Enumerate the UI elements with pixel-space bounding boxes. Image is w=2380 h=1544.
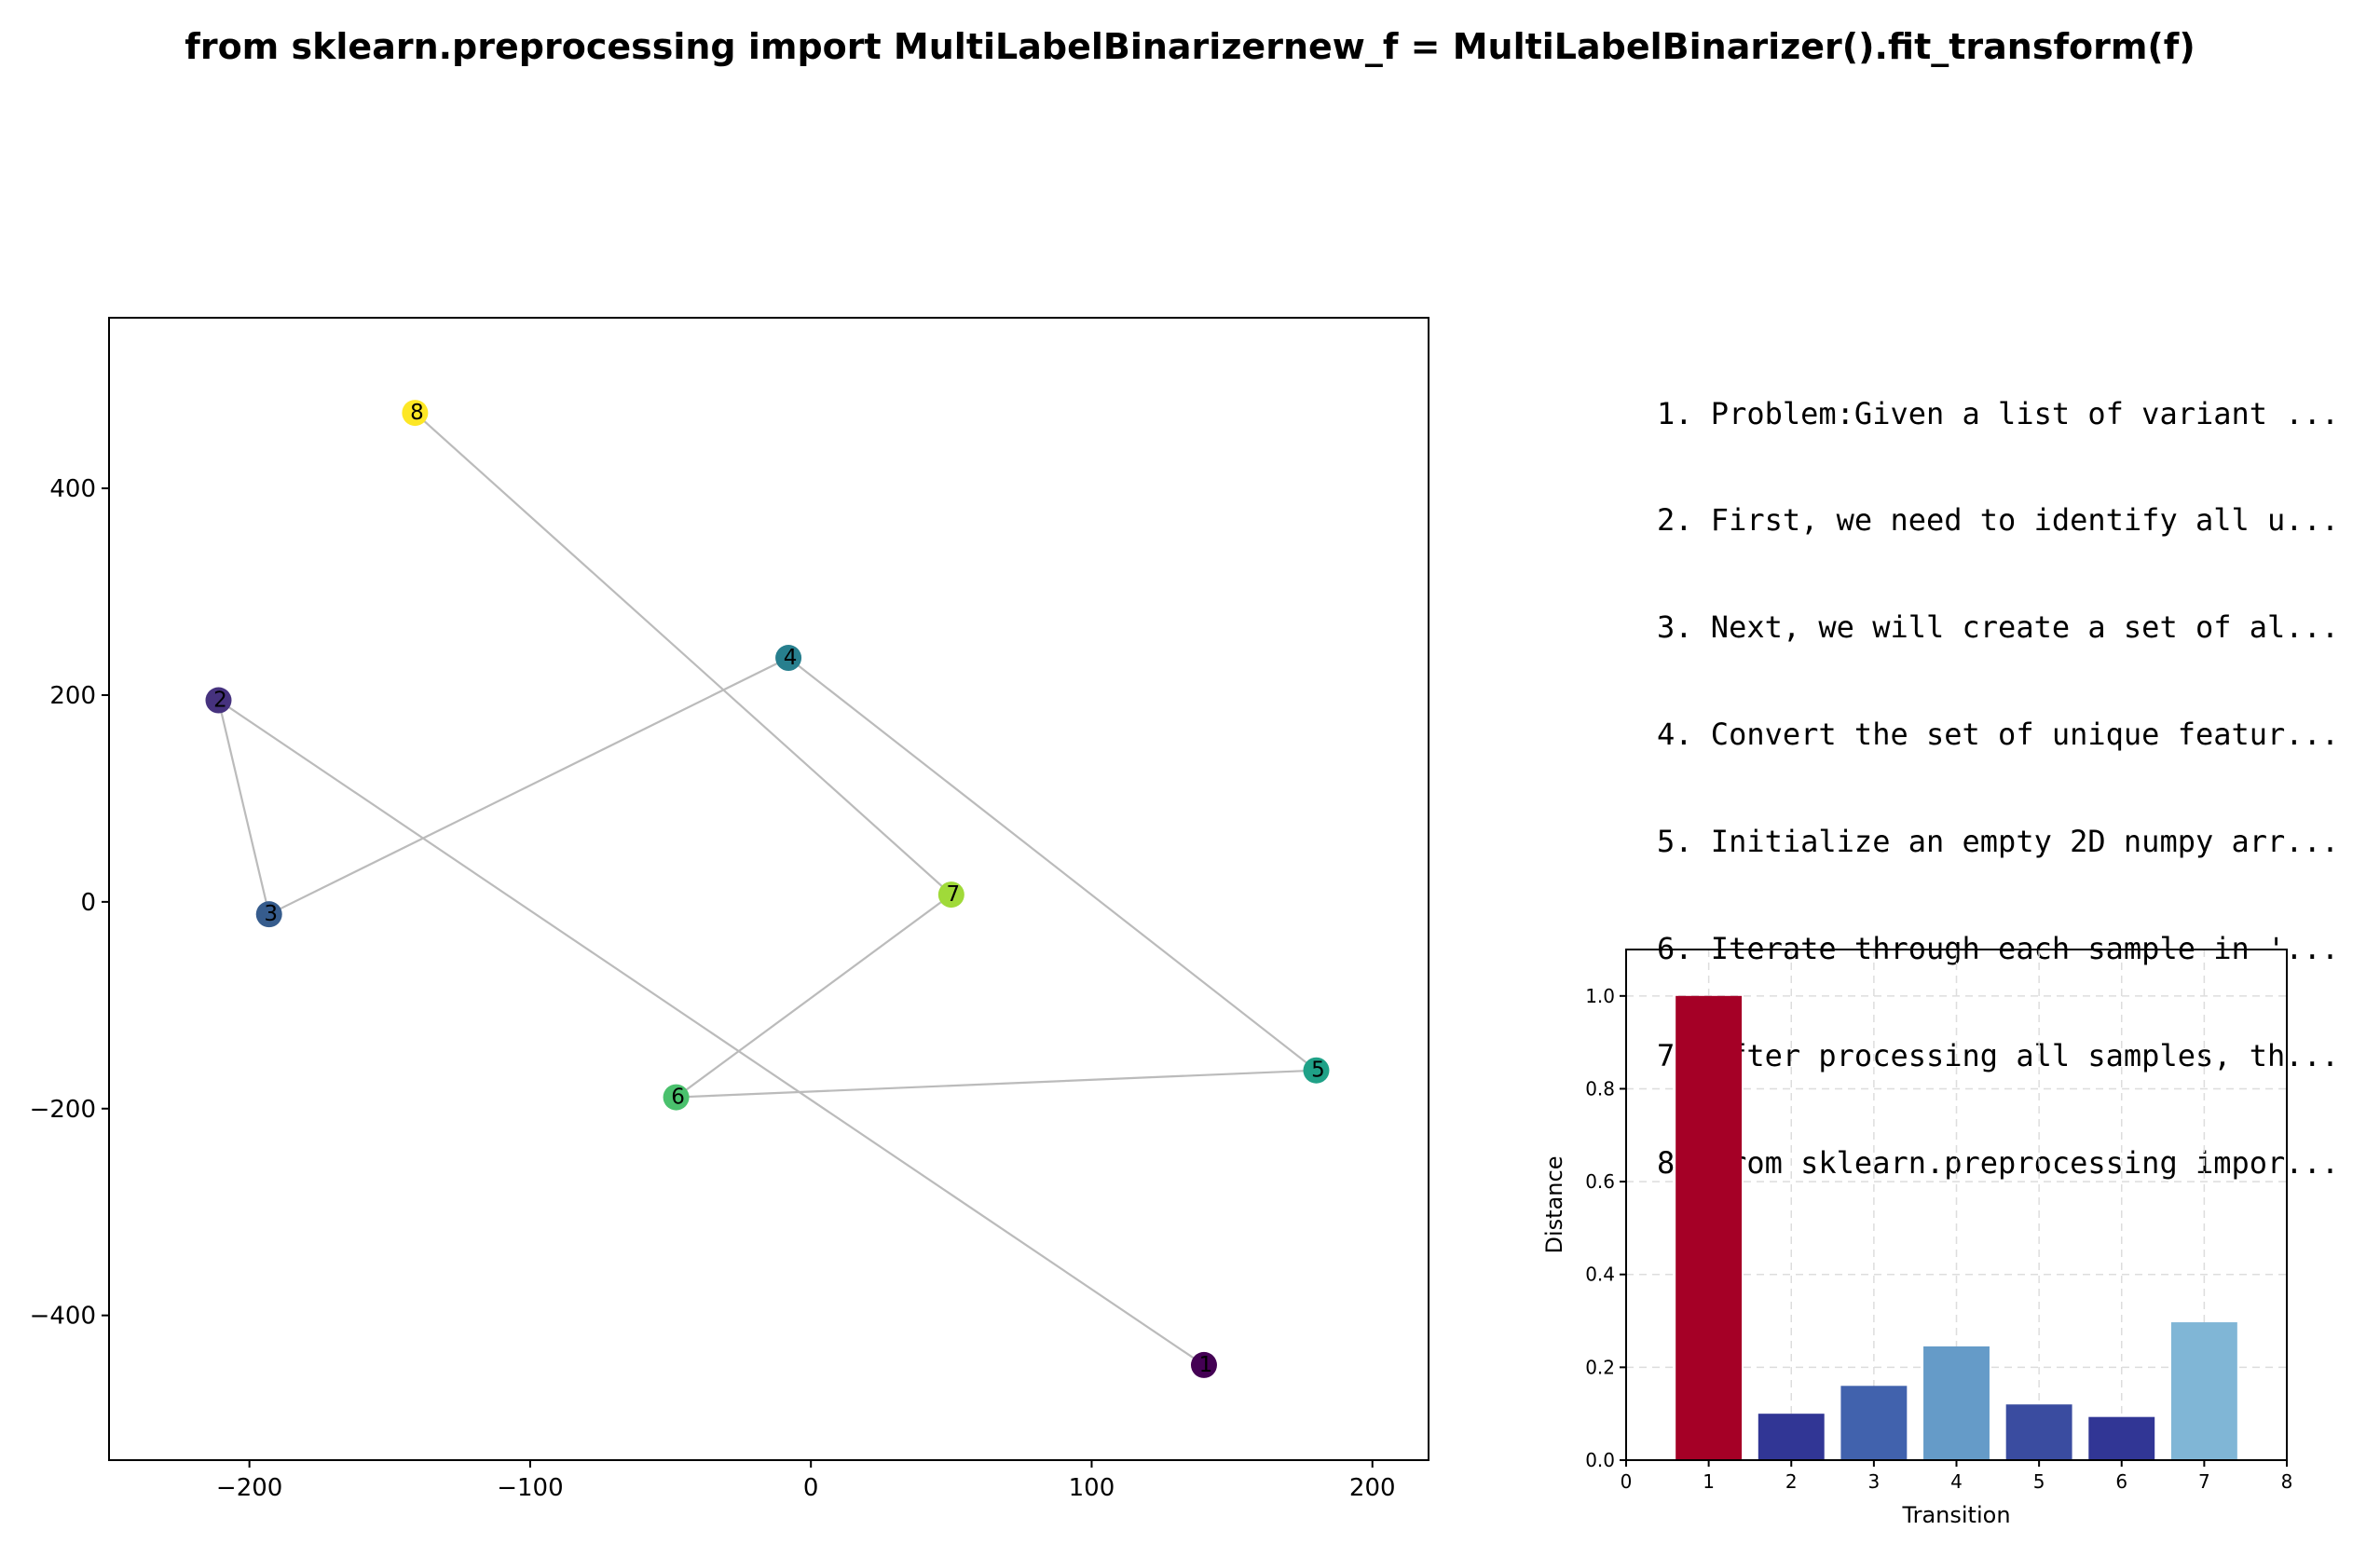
path-segment [414,412,952,895]
x-tick-label: 1 [1703,1470,1715,1493]
point-label: 4 [784,646,798,670]
point-label: 8 [410,401,424,425]
path-segment [676,1069,1317,1099]
y-tick-label: 0.2 [1585,1356,1615,1378]
bar [1676,995,1743,1460]
step-line: 2. First, we need to identify all u... [1657,502,2340,539]
path-segment [217,700,270,915]
x-tick-label: 6 [2115,1470,2127,1493]
y-tick-label: 400 [49,475,96,503]
y-tick-label: 1.0 [1585,985,1615,1007]
y-tick-label: 0.8 [1585,1077,1615,1100]
y-axis-label: Distance [1541,1156,1567,1254]
bar [2005,1404,2072,1460]
x-tick-label: 0 [803,1474,819,1502]
step-line: 8. from sklearn.preprocessing impor... [1657,1144,2340,1181]
x-tick-label: 8 [2281,1470,2293,1493]
scatter-point [205,687,232,714]
point-label: 5 [1311,1059,1325,1083]
bar [1758,1414,1825,1460]
path-segment [268,657,789,916]
scatter-point [937,881,964,909]
point-label: 3 [264,902,278,926]
scatter-point [402,400,429,427]
point-label: 2 [213,689,227,713]
step-line: 6. Iterate through each sample in '... [1657,931,2340,967]
bar [2170,1322,2237,1460]
point-label: 6 [671,1086,685,1110]
scatter-axes-frame [108,317,1429,1461]
y-tick-label: −400 [30,1303,96,1331]
x-tick-label: 7 [2198,1470,2210,1493]
x-tick-label: −200 [216,1474,282,1502]
x-tick-label: −100 [497,1474,563,1502]
point-label: 7 [947,882,961,907]
x-tick-label: 2 [1785,1470,1798,1493]
figure-title: from sklearn.preprocessing import MultiL… [185,26,2195,67]
point-label: 1 [1199,1353,1213,1377]
bar [2088,1416,2155,1460]
bar [1840,1386,1908,1460]
x-tick-label: 5 [2033,1470,2045,1493]
y-tick-label: 0.0 [1585,1449,1615,1471]
x-tick-label: 100 [1069,1474,1115,1502]
path-segment [675,894,952,1099]
x-tick-label: 3 [1868,1470,1881,1493]
path-segment [217,699,1205,1366]
scatter-point [1190,1351,1217,1378]
scatter-point [255,901,282,928]
y-tick-label: 0.4 [1585,1264,1615,1286]
y-tick-label: −200 [30,1096,96,1124]
y-tick-label: 0.6 [1585,1170,1615,1193]
scatter-point [775,645,802,672]
y-tick-label: 0 [80,889,96,917]
x-axis-label: Transition [1901,1502,2010,1528]
step-line: 1. Problem:Given a list of variant ... [1657,395,2340,431]
path-segment [787,657,1318,1072]
step-line: 4. Convert the set of unique featur... [1657,717,2340,753]
y-tick-label: 200 [49,682,96,710]
scatter-point [663,1084,690,1111]
scatter-point [1303,1057,1330,1084]
x-tick-label: 4 [1950,1470,1963,1493]
step-line: 5. Initialize an empty 2D numpy arr... [1657,824,2340,860]
x-tick-label: 0 [1621,1470,1633,1493]
step-line: 3. Next, we will create a set of al... [1657,609,2340,646]
x-tick-label: 200 [1349,1474,1396,1502]
bar [1923,1346,1990,1460]
